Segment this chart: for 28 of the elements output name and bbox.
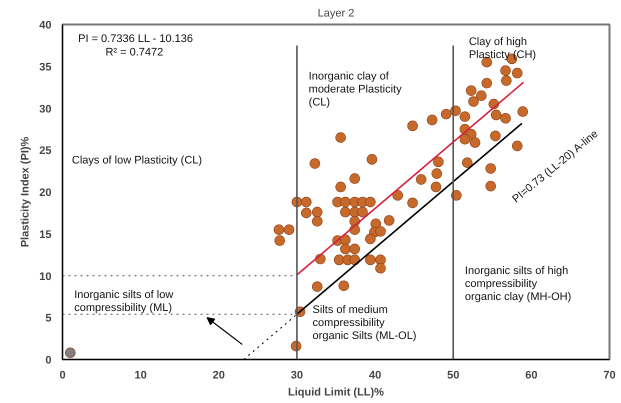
- x-tick-label: 40: [368, 370, 382, 382]
- x-tick-label: 50: [447, 370, 460, 382]
- annotation: Inorganic silts of high compressibility organic clay (MH-OH): [464, 264, 572, 303]
- x-axis-title: Liquid Limit (LL)%: [288, 386, 384, 398]
- y-tick-label: 15: [39, 228, 52, 241]
- y-tick-label: 35: [39, 61, 52, 74]
- annotation: Inorganic clay of moderate Plasticity (CL): [308, 70, 402, 109]
- y-tick-label: 30: [39, 103, 52, 116]
- y-tick-label: 25: [39, 145, 52, 158]
- annotation: R² = 0.7472: [105, 46, 164, 58]
- annotation: Inorganic silts of low compressibility (ML): [74, 289, 174, 314]
- x-tick-label: 70: [603, 370, 616, 382]
- chart-title: Layer 2: [318, 8, 354, 20]
- y-tick-label: 10: [39, 270, 52, 283]
- annotation: PI = 0.7336 LL - 10.136: [78, 32, 194, 45]
- y-tick-label: 20: [39, 187, 52, 199]
- y-tick-label: 0: [45, 354, 52, 366]
- x-tick-label: 30: [290, 370, 304, 382]
- y-tick-label: 5: [45, 312, 52, 325]
- x-tick-label: 20: [212, 370, 225, 382]
- annotation: Clay of high Plasticty (CH): [468, 36, 536, 62]
- x-tick-label: 60: [525, 370, 538, 382]
- x-tick-label: 0: [59, 370, 66, 382]
- annotation: Silts of medium compressibility organic Silts (ML-OL): [312, 304, 416, 342]
- y-axis-title: Plasticity Index (PI)%: [19, 136, 32, 248]
- x-tick-label: 10: [134, 370, 147, 382]
- annotation: Clays of low Plasticity (CL): [72, 154, 202, 166]
- y-tick-label: 40: [39, 20, 52, 32]
